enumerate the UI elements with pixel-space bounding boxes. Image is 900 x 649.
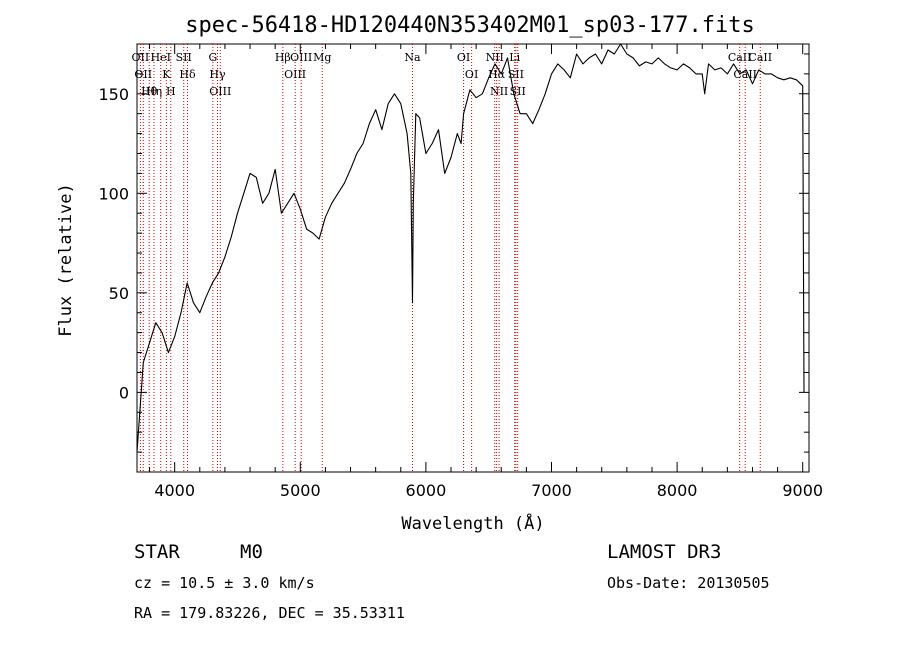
line-marker-label: K [162,68,171,81]
line-marker-label: Li [509,51,520,64]
spectrum-line [136,43,805,453]
line-marker-label: H [166,85,176,98]
x-axis-label: Wavelength (Å) [401,512,544,534]
line-marker-label: OII [132,51,150,64]
y-tick-label: 100 [98,184,129,203]
line-marker-label: OI [465,68,478,81]
line-marker-label: Na [404,51,421,64]
line-marker-label: CaII [733,68,757,81]
line-marker-label: Hη [146,85,162,98]
y-tick-label: 50 [109,284,129,303]
object-class: STAR [134,541,180,563]
chart-title: spec-56418-HD120440N353402M01_sp03-177.f… [185,13,755,38]
line-marker-label: OI [457,51,470,64]
y-axis-label: Flux (relative) [56,183,76,337]
redshift-text: cz = 10.5 ± 3.0 km/s [134,574,315,592]
line-marker-label: OIII [290,51,312,64]
line-marker-label: OIII [209,85,231,98]
x-tick-label: 9000 [782,481,823,500]
line-marker-label: Hδ [179,68,196,81]
x-tick-label: 7000 [531,481,572,500]
coordinates: RA = 179.83226, DEC = 35.53311 [134,604,405,622]
x-tick-label: 6000 [406,481,447,500]
line-marker-label: CaII [728,51,752,64]
line-marker-label: SII [510,85,526,98]
line-marker-label: NII [490,85,508,98]
line-marker-label: Hα [488,68,506,81]
line-marker-label: CaII [748,51,772,64]
line-marker-label: HeI [151,51,171,64]
line-marker-label: SII [508,68,524,81]
line-marker-label: NII [486,51,504,64]
y-tick-label: 150 [98,85,129,104]
x-tick-label: 8000 [657,481,698,500]
line-marker-label: SII [176,51,192,64]
plot-frame [136,43,810,473]
line-marker-label: G [208,51,217,64]
line-marker-label: Hγ [209,68,226,81]
line-marker-label: OIII [284,68,306,81]
x-tick-label: 5000 [280,481,321,500]
line-marker-label: Hθ [141,85,158,98]
object-subclass: M0 [240,541,263,563]
line-marker-label: Mg [313,51,331,64]
line-marker-label: OII [134,68,152,81]
x-tick-label: 4000 [154,481,195,500]
y-tick-label: 0 [119,383,129,402]
survey-name: LAMOST DR3 [607,541,722,563]
obs-date: Obs-Date: 20130505 [607,574,770,592]
line-marker-label: Hβ [275,51,291,64]
